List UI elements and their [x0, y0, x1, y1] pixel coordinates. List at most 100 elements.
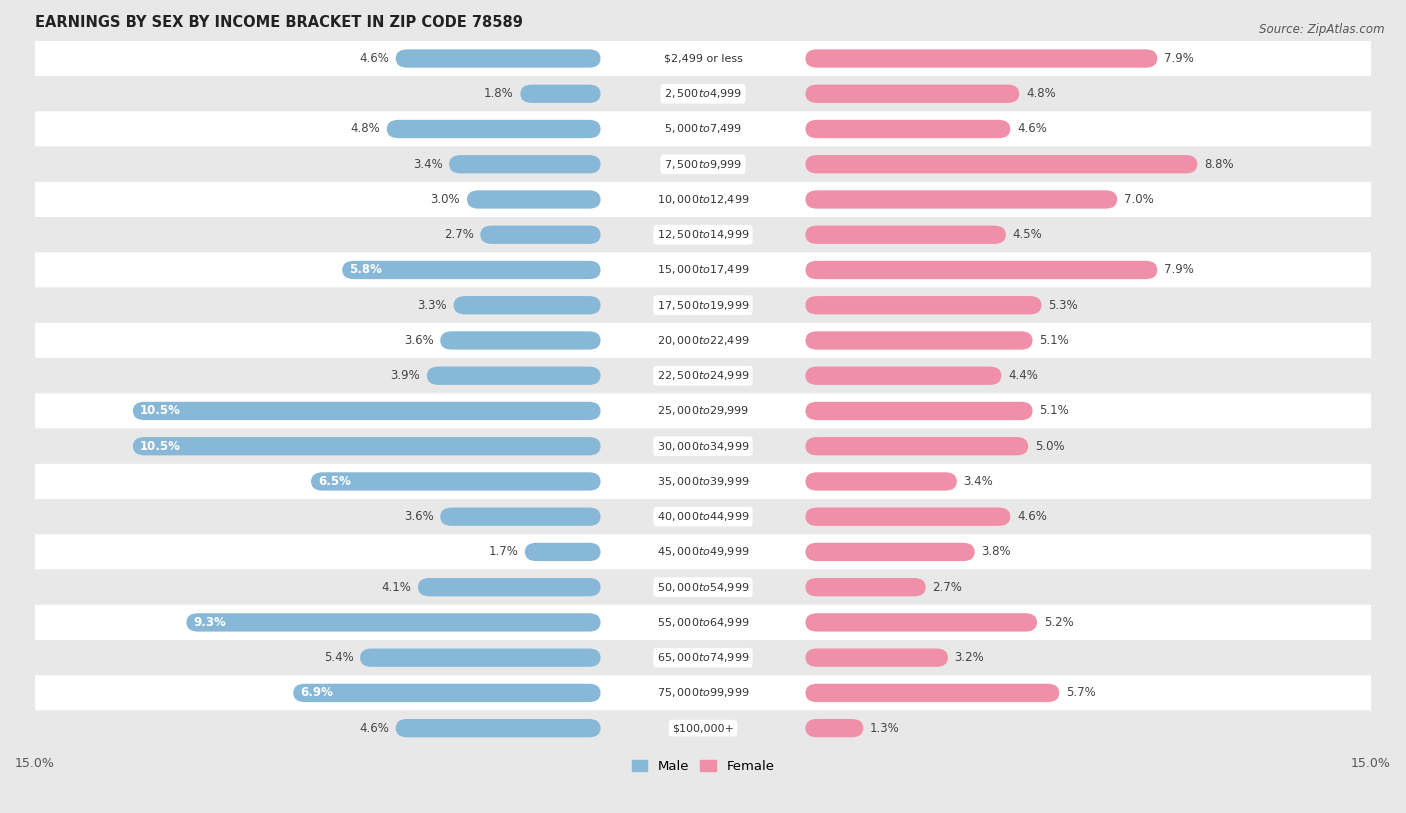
- Text: 1.7%: 1.7%: [488, 546, 519, 559]
- Text: 3.0%: 3.0%: [430, 193, 460, 206]
- FancyBboxPatch shape: [806, 507, 1011, 526]
- FancyBboxPatch shape: [35, 570, 1371, 605]
- FancyBboxPatch shape: [35, 288, 1371, 323]
- FancyBboxPatch shape: [806, 155, 1198, 173]
- FancyBboxPatch shape: [806, 85, 1019, 103]
- Text: $2,500 to $4,999: $2,500 to $4,999: [664, 87, 742, 100]
- Text: 8.8%: 8.8%: [1204, 158, 1233, 171]
- FancyBboxPatch shape: [806, 684, 1059, 702]
- FancyBboxPatch shape: [806, 578, 925, 597]
- FancyBboxPatch shape: [134, 402, 600, 420]
- Text: 4.6%: 4.6%: [1017, 511, 1047, 524]
- Text: 6.5%: 6.5%: [318, 475, 350, 488]
- FancyBboxPatch shape: [35, 640, 1371, 676]
- FancyBboxPatch shape: [806, 649, 948, 667]
- Text: 1.8%: 1.8%: [484, 87, 513, 100]
- FancyBboxPatch shape: [481, 225, 600, 244]
- Text: $2,499 or less: $2,499 or less: [664, 54, 742, 63]
- Text: 2.7%: 2.7%: [932, 580, 962, 593]
- Text: EARNINGS BY SEX BY INCOME BRACKET IN ZIP CODE 78589: EARNINGS BY SEX BY INCOME BRACKET IN ZIP…: [35, 15, 523, 30]
- FancyBboxPatch shape: [35, 182, 1371, 217]
- FancyBboxPatch shape: [134, 437, 600, 455]
- Text: 3.6%: 3.6%: [404, 334, 433, 347]
- Text: $25,000 to $29,999: $25,000 to $29,999: [657, 404, 749, 417]
- Text: 10.5%: 10.5%: [139, 440, 180, 453]
- FancyBboxPatch shape: [806, 50, 1157, 67]
- FancyBboxPatch shape: [35, 428, 1371, 464]
- FancyBboxPatch shape: [806, 225, 1005, 244]
- FancyBboxPatch shape: [35, 217, 1371, 252]
- Text: 5.0%: 5.0%: [1035, 440, 1064, 453]
- Text: $40,000 to $44,999: $40,000 to $44,999: [657, 511, 749, 524]
- FancyBboxPatch shape: [440, 332, 600, 350]
- Text: 4.6%: 4.6%: [1017, 123, 1047, 136]
- FancyBboxPatch shape: [806, 261, 1157, 279]
- FancyBboxPatch shape: [806, 437, 1028, 455]
- Text: $75,000 to $99,999: $75,000 to $99,999: [657, 686, 749, 699]
- FancyBboxPatch shape: [449, 155, 600, 173]
- Text: Source: ZipAtlas.com: Source: ZipAtlas.com: [1260, 23, 1385, 36]
- FancyBboxPatch shape: [387, 120, 600, 138]
- FancyBboxPatch shape: [467, 190, 600, 209]
- Text: 5.4%: 5.4%: [323, 651, 353, 664]
- Text: $5,000 to $7,499: $5,000 to $7,499: [664, 123, 742, 136]
- Text: 5.1%: 5.1%: [1039, 404, 1069, 417]
- FancyBboxPatch shape: [454, 296, 600, 315]
- Text: 5.1%: 5.1%: [1039, 334, 1069, 347]
- FancyBboxPatch shape: [395, 50, 600, 67]
- Text: $10,000 to $12,499: $10,000 to $12,499: [657, 193, 749, 206]
- Text: $17,500 to $19,999: $17,500 to $19,999: [657, 298, 749, 311]
- FancyBboxPatch shape: [35, 534, 1371, 570]
- Text: 4.4%: 4.4%: [1008, 369, 1038, 382]
- Text: 9.3%: 9.3%: [193, 616, 226, 629]
- FancyBboxPatch shape: [418, 578, 600, 597]
- Text: $55,000 to $64,999: $55,000 to $64,999: [657, 616, 749, 629]
- FancyBboxPatch shape: [35, 146, 1371, 182]
- FancyBboxPatch shape: [524, 543, 600, 561]
- Text: 3.2%: 3.2%: [955, 651, 984, 664]
- Text: $22,500 to $24,999: $22,500 to $24,999: [657, 369, 749, 382]
- FancyBboxPatch shape: [35, 464, 1371, 499]
- Text: 10.5%: 10.5%: [139, 404, 180, 417]
- Text: 1.3%: 1.3%: [870, 722, 900, 735]
- FancyBboxPatch shape: [806, 402, 1032, 420]
- FancyBboxPatch shape: [520, 85, 600, 103]
- Text: 3.4%: 3.4%: [413, 158, 443, 171]
- Text: 4.6%: 4.6%: [359, 722, 389, 735]
- Text: $15,000 to $17,499: $15,000 to $17,499: [657, 263, 749, 276]
- Text: 5.3%: 5.3%: [1047, 298, 1078, 311]
- Text: 3.4%: 3.4%: [963, 475, 993, 488]
- FancyBboxPatch shape: [35, 605, 1371, 640]
- FancyBboxPatch shape: [806, 332, 1032, 350]
- Legend: Male, Female: Male, Female: [626, 754, 780, 778]
- Text: $12,500 to $14,999: $12,500 to $14,999: [657, 228, 749, 241]
- FancyBboxPatch shape: [35, 393, 1371, 428]
- Text: 5.2%: 5.2%: [1043, 616, 1073, 629]
- FancyBboxPatch shape: [294, 684, 600, 702]
- Text: 4.5%: 4.5%: [1012, 228, 1042, 241]
- FancyBboxPatch shape: [35, 358, 1371, 393]
- FancyBboxPatch shape: [187, 613, 600, 632]
- Text: 3.8%: 3.8%: [981, 546, 1011, 559]
- Text: $100,000+: $100,000+: [672, 723, 734, 733]
- FancyBboxPatch shape: [440, 507, 600, 526]
- FancyBboxPatch shape: [35, 676, 1371, 711]
- Text: 3.9%: 3.9%: [391, 369, 420, 382]
- FancyBboxPatch shape: [35, 41, 1371, 76]
- Text: $20,000 to $22,499: $20,000 to $22,499: [657, 334, 749, 347]
- FancyBboxPatch shape: [806, 543, 974, 561]
- Text: 7.0%: 7.0%: [1123, 193, 1154, 206]
- FancyBboxPatch shape: [806, 190, 1118, 209]
- FancyBboxPatch shape: [806, 367, 1001, 385]
- FancyBboxPatch shape: [806, 613, 1038, 632]
- Text: 3.6%: 3.6%: [404, 511, 433, 524]
- FancyBboxPatch shape: [35, 252, 1371, 288]
- FancyBboxPatch shape: [395, 719, 600, 737]
- Text: 7.9%: 7.9%: [1164, 263, 1194, 276]
- FancyBboxPatch shape: [427, 367, 600, 385]
- Text: 4.1%: 4.1%: [381, 580, 412, 593]
- FancyBboxPatch shape: [806, 719, 863, 737]
- FancyBboxPatch shape: [360, 649, 600, 667]
- Text: 7.9%: 7.9%: [1164, 52, 1194, 65]
- Text: 5.8%: 5.8%: [349, 263, 382, 276]
